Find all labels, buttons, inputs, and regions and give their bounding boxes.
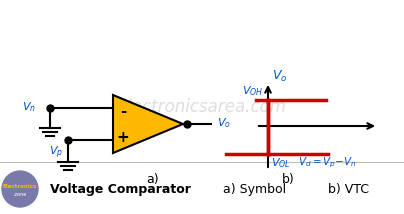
Text: Electronics: Electronics <box>3 184 37 190</box>
Polygon shape <box>113 95 183 153</box>
Text: $V_n$: $V_n$ <box>22 100 36 114</box>
Text: $V_p$: $V_p$ <box>49 145 63 161</box>
Text: electronicsarea.com: electronicsarea.com <box>118 98 286 116</box>
Text: -: - <box>120 104 126 119</box>
Text: b): b) <box>282 172 295 186</box>
Text: $V_{OH}$: $V_{OH}$ <box>242 84 263 98</box>
Text: a) Symbol: a) Symbol <box>223 183 286 196</box>
Circle shape <box>2 171 38 207</box>
Text: b) VTC: b) VTC <box>328 183 368 196</box>
Text: $V_d$$=$$V_p$$-$$V_n$: $V_d$$=$$V_p$$-$$V_n$ <box>298 156 357 170</box>
Text: .zone: .zone <box>13 192 27 196</box>
Text: $V_o$: $V_o$ <box>217 116 231 130</box>
Text: Voltage Comparator: Voltage Comparator <box>50 183 190 196</box>
Text: $V_{OL}$: $V_{OL}$ <box>271 156 290 170</box>
Text: a): a) <box>147 172 159 186</box>
Text: $V_o$: $V_o$ <box>272 68 288 83</box>
Text: +: + <box>117 129 129 144</box>
